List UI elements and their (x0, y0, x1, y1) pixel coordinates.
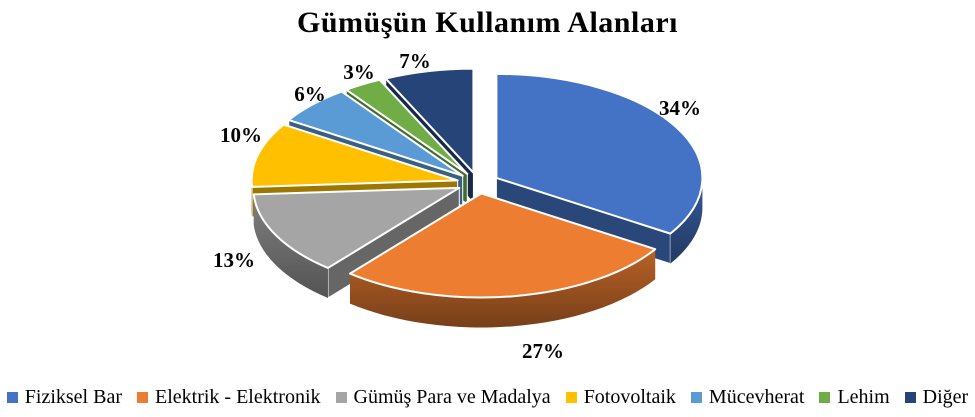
pie-slice-top-3 (250, 123, 459, 188)
chart-title: Gümüşün Kullanım Alanları (297, 6, 678, 39)
pie-slice-top-5 (345, 78, 469, 175)
legend-item: Gümüş Para ve Madalya (335, 386, 551, 409)
legend-item: Lehim (819, 386, 890, 409)
legend-swatch-icon (137, 392, 148, 403)
pie-slice-rim-2 (253, 194, 328, 298)
slice-label-5: 3% (343, 60, 375, 84)
legend-swatch-icon (6, 392, 18, 403)
legend-swatch-icon (819, 392, 831, 403)
pie-slice-rim-0 (670, 178, 703, 264)
legend-item: Fiziksel Bar (6, 386, 122, 409)
slice-label-0: 34% (659, 96, 701, 120)
legend-swatch-icon (565, 392, 577, 403)
slice-label-2: 13% (213, 248, 255, 272)
legend-swatch-icon (904, 392, 916, 403)
legend-item: Diğer (904, 386, 969, 409)
legend-swatch-icon (690, 392, 702, 403)
legend-label: Fiziksel Bar (24, 386, 122, 408)
legend-swatch-icon (335, 392, 347, 403)
slice-label-6: 7% (399, 49, 431, 73)
legend-item: Fotovoltaik (565, 386, 676, 409)
slice-label-1: 27% (522, 339, 564, 363)
pie-slice-top-1 (348, 192, 657, 299)
legend-item: Mücevherat (690, 386, 805, 409)
pie-slice-rim-1 (349, 249, 656, 328)
legend-label: Diğer (922, 386, 969, 408)
legend: Fiziksel Bar Elektrik - Elektronik Gümüş P… (0, 386, 975, 409)
pie-slice-top-2 (252, 186, 461, 269)
legend-label: Elektrik - Elektronik (155, 386, 321, 408)
legend-label: Gümüş Para ve Madalya (353, 386, 551, 408)
legend-label: Mücevherat (708, 386, 805, 408)
legend-label: Lehim (837, 386, 890, 408)
slice-label-4: 6% (294, 82, 326, 106)
legend-item: Elektrik - Elektronik (137, 386, 321, 409)
pie-slice-top-6 (384, 67, 475, 174)
pie-slice-top-0 (495, 72, 704, 235)
pie-slice-top-4 (287, 90, 464, 177)
slice-label-3: 10% (220, 123, 262, 147)
legend-label: Fotovoltaik (583, 386, 676, 408)
